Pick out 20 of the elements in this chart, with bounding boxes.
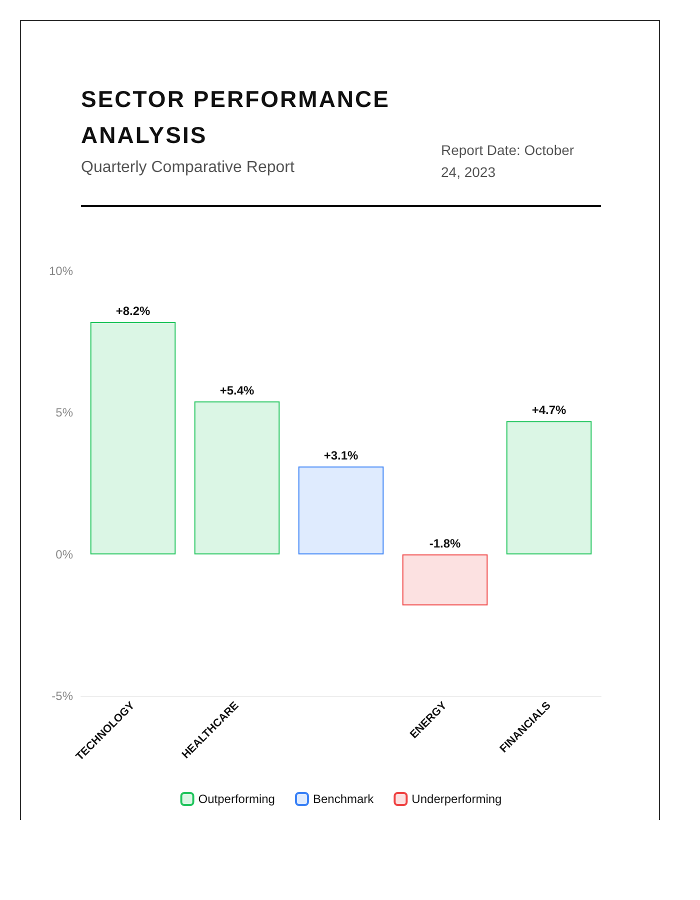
legend-label: Underperforming [412, 792, 502, 806]
bar [402, 554, 488, 606]
chart-subtitle: Quarterly Comparative Report [81, 159, 294, 176]
chart-title: SECTOR PERFORMANCE ANALYSIS [81, 85, 391, 150]
text: -1.8% [429, 536, 461, 550]
bar [90, 322, 176, 554]
bar [194, 401, 280, 554]
legend-label: Outperforming [198, 792, 275, 806]
text: Report Date: October 24, 2023 [441, 141, 576, 182]
y-tick-label: 10% [48, 264, 74, 278]
y-tick-label: 5% [56, 406, 74, 420]
legend-label: Benchmark [312, 792, 375, 806]
bar [298, 466, 384, 554]
text: +4.7% [532, 403, 566, 418]
text: +5.4% [220, 383, 254, 398]
y-tick-label: -5% [52, 689, 74, 703]
bar [506, 421, 592, 554]
text: +8.2% [116, 304, 150, 318]
y-tick-label: 0% [56, 547, 74, 562]
text: +3.1% [324, 448, 358, 462]
